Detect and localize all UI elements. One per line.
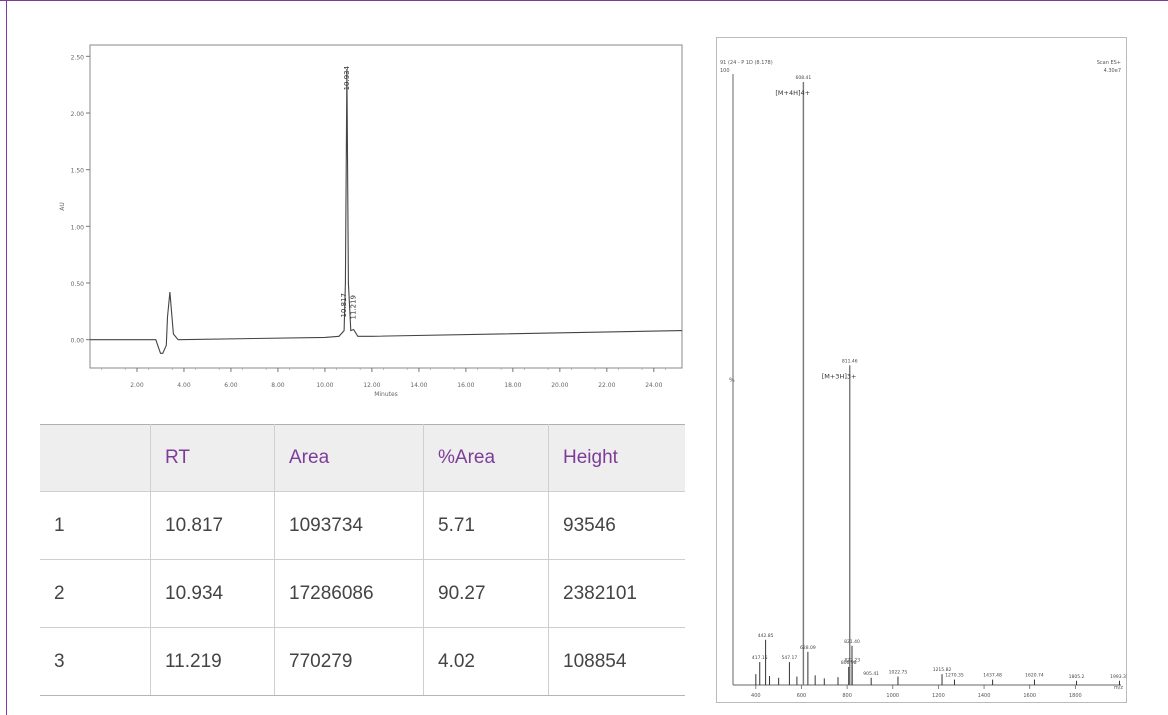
x-tick-label: 20.00 — [551, 382, 568, 389]
peak-mz-label: 905.41 — [863, 671, 879, 677]
x-tick-label: 4.00 — [177, 382, 191, 389]
cell-height: 2382101 — [548, 559, 685, 628]
peak-mz-label: 811.46 — [842, 358, 858, 364]
peak-mz-label: 1270.35 — [945, 673, 964, 679]
cell-percent-area: 4.02 — [423, 627, 549, 696]
peak-table: RT Area %Area Height 1 10.817 1093734 5.… — [40, 424, 685, 696]
y-tick-label: 0.50 — [71, 281, 85, 288]
x-axis-label: Minutes — [374, 391, 398, 398]
x-tick-label: 12.00 — [363, 382, 380, 389]
peak-mz-label: 1215.82 — [933, 667, 952, 673]
peak-ion-annotation: [M+3H]3+ — [822, 372, 857, 380]
y-tick-label: 1.50 — [71, 168, 85, 175]
x-axis-label: m/z — [1114, 685, 1124, 691]
frame-top-border — [0, 0, 1168, 1]
x-tick-label: 1200 — [932, 693, 945, 699]
spectrum-header-right: Scan ES+ — [1097, 60, 1121, 66]
x-tick-label: 6.00 — [224, 382, 238, 389]
col-header-height: Height — [548, 424, 685, 492]
col-header-percent-area: %Area — [423, 424, 549, 492]
cell-height: 93546 — [548, 491, 685, 560]
peak-label: 11.219 — [350, 295, 358, 320]
peak-mz-label: 1993.31 — [1110, 674, 1127, 680]
cell-percent-area: 90.27 — [423, 559, 549, 628]
table-row: 3 11.219 770279 4.02 108854 — [40, 627, 685, 696]
peak-mz-label: 821.40 — [844, 639, 860, 645]
y-tick-label: 2.00 — [71, 111, 85, 118]
table-header-row: RT Area %Area Height — [40, 424, 685, 492]
chromatogram-trace — [90, 69, 683, 354]
cell-rt: 10.817 — [150, 491, 275, 560]
x-tick-label: 800 — [842, 693, 852, 699]
x-tick-label: 10.00 — [316, 382, 333, 389]
hplc-chromatogram: 0.00 0.50 1.00 1.50 2.00 2.50 2.00 4.00 6.00 8.00… — [59, 44, 683, 398]
x-tick-label: 1800 — [1069, 693, 1082, 699]
x-tick-label: 16.00 — [457, 382, 474, 389]
plot-frame — [89, 44, 683, 369]
peak-mz-label: 608.41 — [796, 75, 812, 81]
y-tick-label: 0.00 — [71, 338, 85, 345]
y-tick-label: 1.00 — [71, 224, 85, 231]
table-row: 1 10.817 1093734 5.71 93546 — [40, 491, 685, 560]
peak-mz-label: 417.15 — [752, 655, 768, 661]
x-tick-label: 14.00 — [410, 382, 427, 389]
spectrum-header-right-2: 4.30e7 — [1104, 68, 1121, 74]
col-header-area: Area — [274, 424, 424, 492]
cell-area: 17286086 — [274, 559, 424, 628]
peak-label: 10.817 — [340, 293, 348, 318]
peak-mz-label: 1022.75 — [889, 670, 908, 676]
peak-mz-label: 806.98 — [841, 660, 857, 666]
peak-mz-label: 1437.48 — [983, 673, 1002, 679]
spectrum-frame — [716, 37, 1127, 703]
cell-area: 770279 — [274, 627, 424, 696]
frame-left-border — [6, 0, 7, 715]
x-tick-label: 1000 — [886, 693, 899, 699]
cell-index: 1 — [40, 491, 151, 560]
peak-mz-label: 628.09 — [800, 645, 816, 651]
x-tick-label: 8.00 — [271, 382, 285, 389]
col-header-index — [40, 424, 151, 492]
cell-percent-area: 5.71 — [423, 491, 549, 560]
spectrum-header-left: 91 (24 - P 1D (8.178) — [720, 60, 773, 66]
cell-height: 108854 — [548, 627, 685, 696]
col-header-rt: RT — [150, 424, 275, 492]
x-tick-label: 400 — [751, 693, 761, 699]
spectrum-header-left-2: 100 — [720, 68, 730, 74]
cell-index: 2 — [40, 559, 151, 628]
peak-mz-label: 1805.2 — [1069, 674, 1085, 680]
x-tick-label: 24.00 — [645, 382, 662, 389]
cell-rt: 11.219 — [150, 627, 275, 696]
x-tick-label: 600 — [797, 693, 807, 699]
spectrum-y-mid-label: % — [729, 377, 735, 384]
x-tick-label: 1600 — [1023, 693, 1036, 699]
x-tick-label: 2.00 — [130, 382, 144, 389]
peak-label: 10.934 — [343, 65, 351, 90]
peak-mz-label: 822.23 — [844, 657, 860, 663]
peak-mz-label: 442.85 — [758, 633, 774, 639]
cell-rt: 10.934 — [150, 559, 275, 628]
cell-index: 3 — [40, 627, 151, 696]
x-tick-label: 1400 — [978, 693, 991, 699]
x-tick-label: 22.00 — [598, 382, 615, 389]
peak-mz-label: 547.17 — [782, 655, 798, 661]
y-tick-label: 2.50 — [71, 54, 85, 61]
peak-mz-label: 1620.74 — [1025, 673, 1044, 679]
mass-spectrum: 91 (24 - P 1D (8.178) 100 Scan ES+ 4.30e7% 4… — [716, 37, 1127, 703]
cell-area: 1093734 — [274, 491, 424, 560]
x-tick-label: 18.00 — [504, 382, 521, 389]
peak-ion-annotation: [M+4H]4+ — [775, 89, 810, 97]
table-row: 2 10.934 17286086 90.27 2382101 — [40, 559, 685, 628]
y-axis-label: AU — [59, 202, 66, 211]
